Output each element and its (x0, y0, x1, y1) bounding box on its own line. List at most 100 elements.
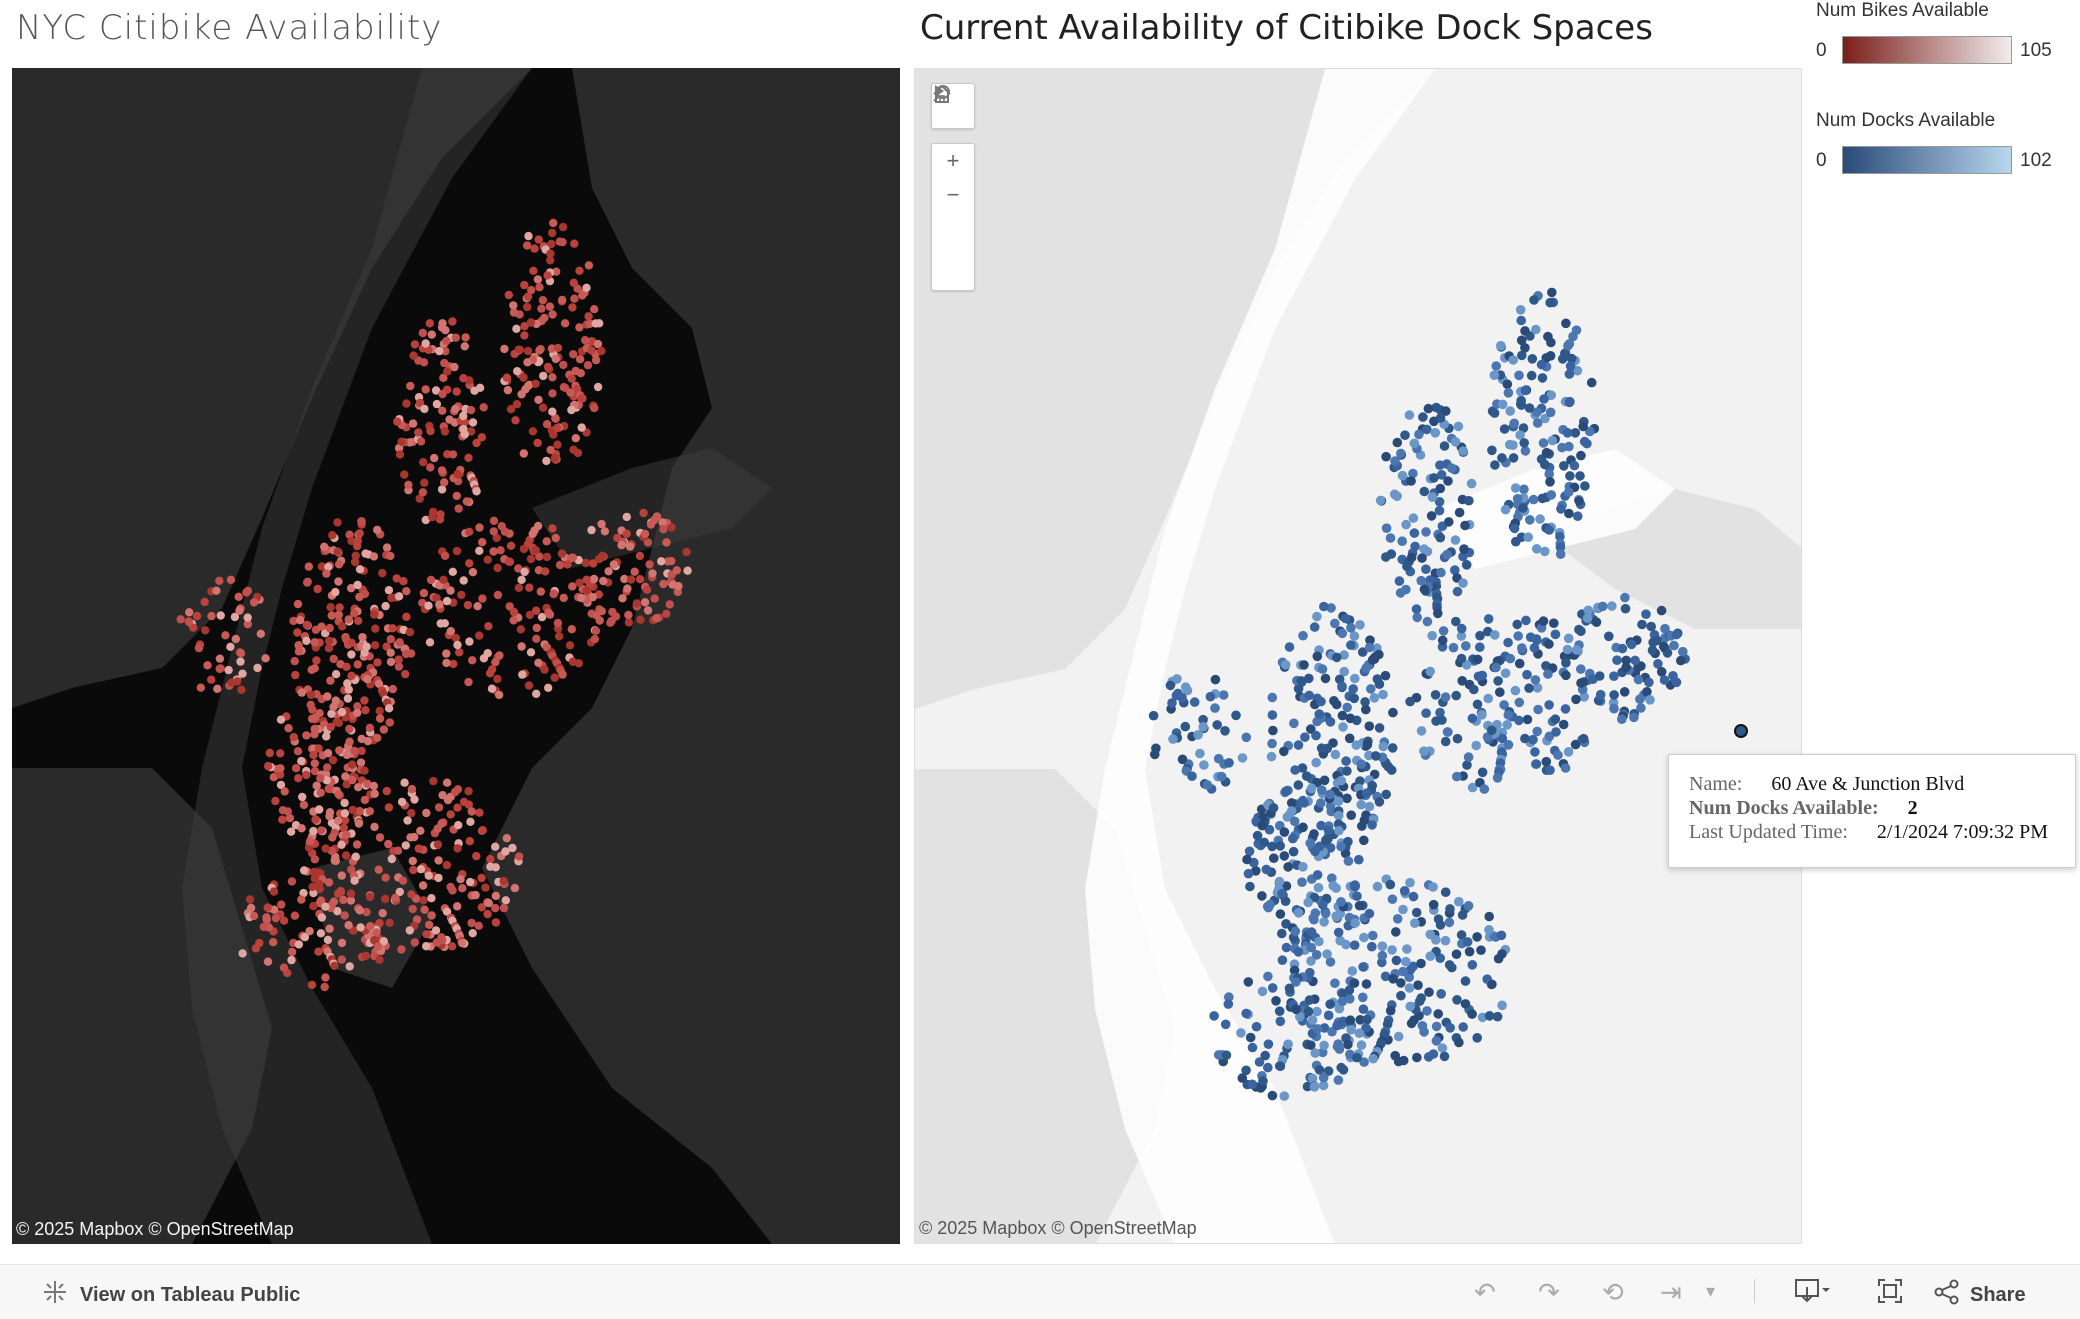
station-marker[interactable] (403, 816, 412, 825)
station-marker[interactable] (331, 670, 341, 679)
station-marker[interactable] (494, 690, 504, 700)
station-marker[interactable] (1571, 325, 1582, 336)
station-marker[interactable] (534, 395, 543, 404)
station-marker[interactable] (604, 567, 613, 576)
station-marker[interactable] (1440, 935, 1451, 946)
station-marker[interactable] (1339, 650, 1349, 660)
station-marker[interactable] (1456, 930, 1467, 940)
station-marker[interactable] (591, 319, 600, 328)
station-marker[interactable] (321, 902, 330, 911)
station-marker[interactable] (291, 670, 300, 680)
station-marker[interactable] (495, 651, 504, 660)
station-marker[interactable] (213, 684, 222, 693)
station-marker[interactable] (1517, 643, 1527, 653)
station-marker[interactable] (599, 576, 608, 586)
station-marker[interactable] (1172, 674, 1182, 684)
station-marker[interactable] (538, 403, 548, 412)
station-marker[interactable] (570, 294, 579, 303)
station-marker[interactable] (548, 373, 557, 382)
station-marker[interactable] (312, 781, 321, 790)
station-marker[interactable] (1367, 941, 1377, 952)
station-marker[interactable] (1555, 549, 1566, 559)
station-marker[interactable] (339, 895, 348, 905)
station-marker[interactable] (1342, 702, 1352, 713)
station-marker[interactable] (1356, 799, 1366, 810)
station-marker[interactable] (373, 733, 382, 743)
station-marker[interactable] (624, 618, 634, 627)
station-marker[interactable] (1445, 904, 1455, 914)
station-marker[interactable] (517, 642, 526, 651)
station-marker[interactable] (369, 552, 379, 561)
station-marker[interactable] (1318, 1072, 1329, 1083)
station-marker[interactable] (1571, 694, 1581, 705)
station-marker[interactable] (1293, 947, 1304, 957)
station-marker[interactable] (1454, 1037, 1464, 1048)
station-marker[interactable] (196, 683, 205, 692)
station-marker[interactable] (598, 551, 607, 561)
station-marker[interactable] (448, 886, 457, 895)
station-marker[interactable] (355, 565, 365, 574)
station-marker[interactable] (249, 598, 259, 607)
station-marker[interactable] (1456, 653, 1467, 664)
station-marker[interactable] (1338, 1065, 1349, 1075)
station-marker[interactable] (452, 491, 461, 501)
station-marker[interactable] (1561, 318, 1571, 329)
station-marker[interactable] (1322, 949, 1332, 959)
station-marker[interactable] (1505, 653, 1516, 664)
station-marker[interactable] (293, 599, 303, 609)
station-marker[interactable] (1427, 630, 1437, 641)
station-marker[interactable] (1346, 1025, 1356, 1035)
station-marker[interactable] (1148, 710, 1159, 721)
station-marker[interactable] (1241, 1065, 1251, 1076)
station-marker[interactable] (1659, 675, 1670, 685)
station-marker[interactable] (1374, 723, 1385, 733)
station-marker[interactable] (1515, 305, 1526, 315)
station-marker[interactable] (587, 346, 596, 355)
station-marker[interactable] (325, 636, 334, 646)
station-marker[interactable] (362, 642, 371, 651)
station-marker[interactable] (1459, 544, 1469, 554)
station-marker[interactable] (323, 935, 333, 945)
station-marker[interactable] (317, 826, 326, 835)
station-marker[interactable] (529, 266, 538, 275)
station-marker[interactable] (1404, 410, 1415, 420)
station-marker[interactable] (1392, 914, 1403, 924)
station-marker[interactable] (1486, 725, 1497, 736)
bike-map-canvas[interactable] (12, 68, 900, 1244)
station-marker[interactable] (486, 854, 495, 864)
station-marker[interactable] (1545, 477, 1555, 487)
station-marker[interactable] (1321, 835, 1331, 846)
station-marker[interactable] (1521, 615, 1531, 626)
station-marker[interactable] (460, 342, 469, 351)
station-marker[interactable] (382, 543, 392, 552)
station-marker[interactable] (1609, 703, 1619, 714)
station-marker[interactable] (238, 949, 247, 958)
station-marker[interactable] (464, 677, 473, 687)
station-marker[interactable] (459, 411, 468, 421)
station-marker[interactable] (307, 980, 317, 990)
station-marker[interactable] (512, 400, 522, 409)
station-marker[interactable] (1471, 740, 1481, 751)
station-marker[interactable] (620, 574, 629, 584)
station-marker[interactable] (493, 674, 502, 684)
station-marker[interactable] (1368, 1053, 1378, 1064)
station-marker[interactable] (1563, 633, 1574, 644)
station-marker[interactable] (304, 562, 313, 571)
station-marker[interactable] (409, 351, 418, 360)
station-marker[interactable] (1298, 822, 1308, 833)
station-marker[interactable] (1274, 876, 1285, 887)
station-marker[interactable] (307, 665, 316, 674)
station-marker[interactable] (1263, 971, 1273, 982)
station-marker[interactable] (328, 755, 338, 765)
station-marker[interactable] (1546, 490, 1557, 500)
station-marker[interactable] (532, 623, 541, 633)
station-marker[interactable] (1404, 972, 1414, 982)
station-marker[interactable] (347, 760, 357, 769)
station-marker[interactable] (1390, 456, 1400, 466)
station-marker[interactable] (1442, 727, 1453, 737)
station-marker[interactable] (302, 636, 311, 645)
station-marker[interactable] (265, 748, 274, 758)
station-marker[interactable] (1212, 720, 1222, 730)
station-marker[interactable] (328, 833, 337, 842)
station-marker[interactable] (1562, 428, 1573, 438)
